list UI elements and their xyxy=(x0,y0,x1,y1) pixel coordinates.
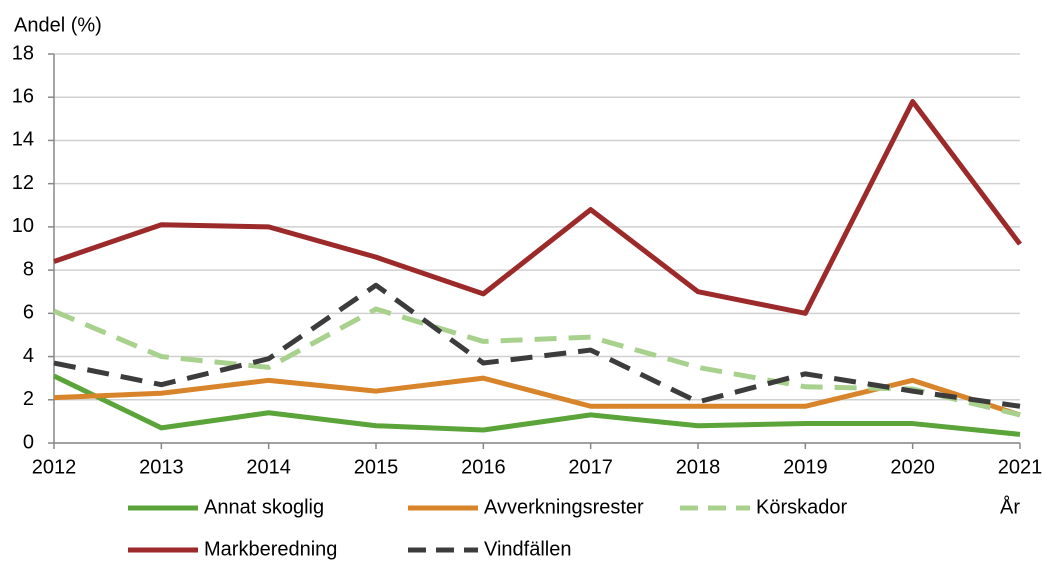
x-tick-label: 2021 xyxy=(998,456,1043,478)
x-tick-label: 2020 xyxy=(890,456,935,478)
legend-label: Annat skoglig xyxy=(204,496,324,518)
legend-label: Körskador xyxy=(756,496,847,518)
y-tick-label: 8 xyxy=(23,258,34,280)
x-tick-label: 2016 xyxy=(461,456,506,478)
x-tick-label: 2015 xyxy=(354,456,399,478)
y-tick-label: 16 xyxy=(12,86,34,108)
series-line xyxy=(53,306,1021,418)
series-line xyxy=(52,373,1021,437)
x-tick-label: 2012 xyxy=(32,456,77,478)
x-tick-label: 2019 xyxy=(783,456,828,478)
x-tick-label: 2014 xyxy=(246,456,291,478)
y-tick-label: 14 xyxy=(12,129,34,151)
x-tick-label: 2018 xyxy=(676,456,721,478)
y-tick-label: 4 xyxy=(23,345,34,367)
y-tick-label: 2 xyxy=(23,388,34,410)
x-axis-label: År xyxy=(1000,495,1020,518)
y-tick-label: 18 xyxy=(12,42,34,64)
y-axis-label: Andel (%) xyxy=(14,14,102,36)
x-tick-label: 2017 xyxy=(568,456,613,478)
legend-label: Avverkningsrester xyxy=(484,496,644,518)
series-line xyxy=(53,99,1022,316)
series-line xyxy=(53,375,1021,418)
legend-label: Vindfällen xyxy=(484,538,571,560)
y-tick-label: 0 xyxy=(23,431,34,453)
y-tick-label: 10 xyxy=(12,215,34,237)
legend-label: Markberedning xyxy=(204,538,337,560)
y-tick-label: 6 xyxy=(23,302,34,324)
x-tick-label: 2013 xyxy=(139,456,184,478)
y-tick-label: 12 xyxy=(12,172,34,194)
